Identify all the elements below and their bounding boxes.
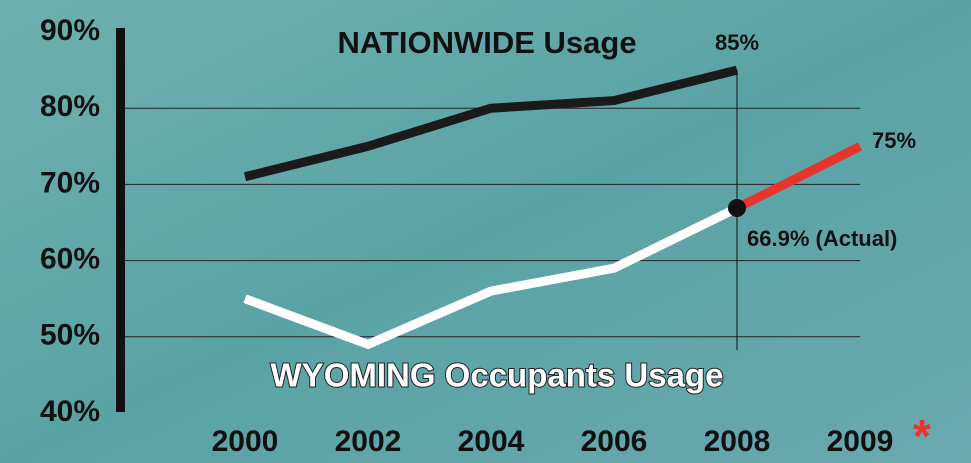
y-tick-label: 40%: [40, 395, 100, 428]
x-tick-label: 2002: [335, 425, 402, 458]
x-tick-label: 2000: [212, 425, 279, 458]
data-label: 85%: [715, 30, 759, 55]
x-tick-label: 2006: [581, 425, 648, 458]
point: [728, 199, 746, 218]
x-tick-label: 2009: [827, 425, 894, 458]
data-label: 66.9% (Actual): [747, 226, 897, 251]
line: [243, 65, 739, 182]
line: [243, 203, 739, 350]
y-tick-label: 80%: [40, 90, 100, 123]
y-axis: [116, 28, 125, 412]
annotation: *: [913, 410, 931, 462]
data-label: 75%: [872, 128, 916, 153]
series-label: NATIONWIDE Usage: [337, 25, 636, 60]
x-tick-label: 2008: [704, 425, 771, 458]
y-tick-label: 50%: [40, 319, 100, 352]
y-tick-label: 60%: [40, 243, 100, 276]
series-label: WYOMING Occupants Usage: [271, 357, 724, 394]
y-tick-label: 70%: [40, 166, 100, 199]
x-tick-label: 2004: [458, 425, 525, 458]
y-tick-label: 90%: [40, 14, 100, 47]
line: [734, 142, 863, 213]
